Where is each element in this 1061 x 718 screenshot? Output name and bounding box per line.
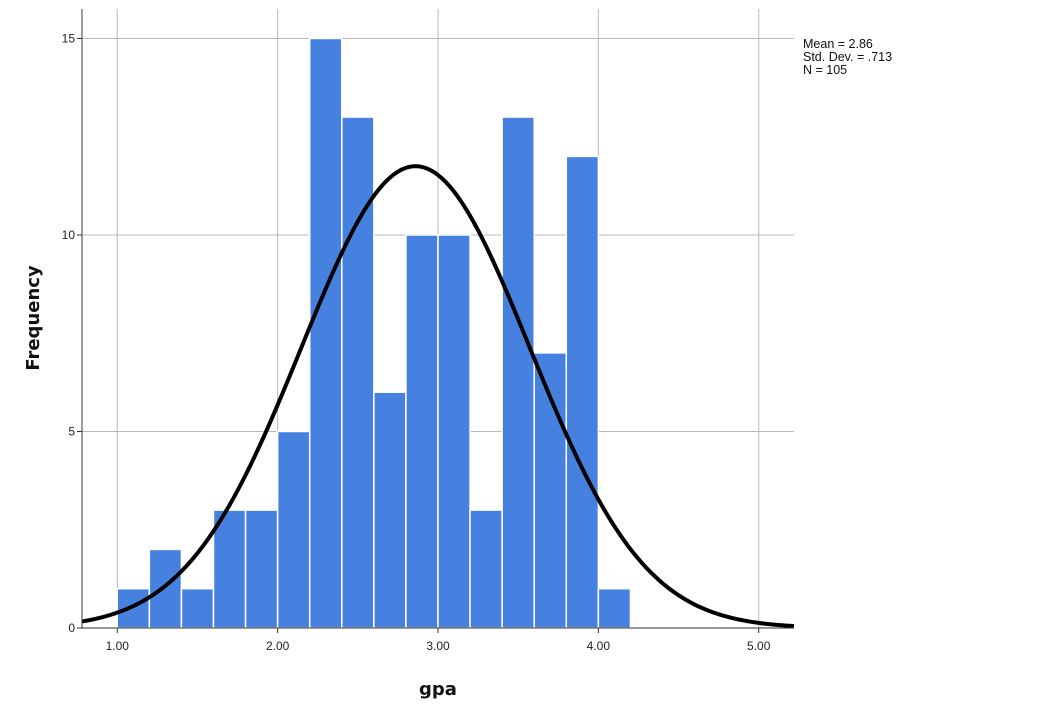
histogram-bar [469,509,503,629]
normal-curve-layer [81,164,795,629]
histogram-bar [116,587,151,629]
histogram-bar [373,391,407,629]
tick-labels: 0 5 10 15 1.00 2.00 3.00 4.00 5.00 [62,31,771,653]
stat-std-dev: Std. Dev. = .713 [803,50,893,64]
histogram-bar [405,234,439,629]
stat-n: N = 105 [803,63,848,77]
histogram-bar [148,548,183,629]
histogram-bar [597,587,632,629]
normal-curve [81,164,795,629]
histogram-bar [180,587,215,629]
y-tick-label: 5 [68,424,75,438]
x-tick-label: 1.00 [106,639,130,653]
stat-mean: Mean = 2.86 [803,37,873,51]
histogram-bar [437,234,471,629]
histogram-bar [341,116,375,629]
histogram-bar [276,430,311,629]
histogram-bars [116,37,632,629]
x-axis-title: gpa [419,679,457,700]
x-tick-label: 4.00 [587,639,611,653]
y-axis-title: Frequency [23,265,44,371]
y-tick-label: 10 [62,228,76,242]
summary-statistics: Mean = 2.86 Std. Dev. = .713 N = 105 [803,38,892,77]
histogram-bar [501,116,535,629]
histogram-bar [212,509,247,629]
histogram-bar [308,37,343,629]
y-tick-label: 15 [62,31,76,45]
x-tick-label: 3.00 [426,639,450,653]
x-tick-label: 2.00 [266,639,290,653]
x-tick-label: 5.00 [747,639,771,653]
y-tick-label: 0 [68,621,75,635]
histogram-bar [244,509,279,629]
histogram-bar [565,155,600,629]
